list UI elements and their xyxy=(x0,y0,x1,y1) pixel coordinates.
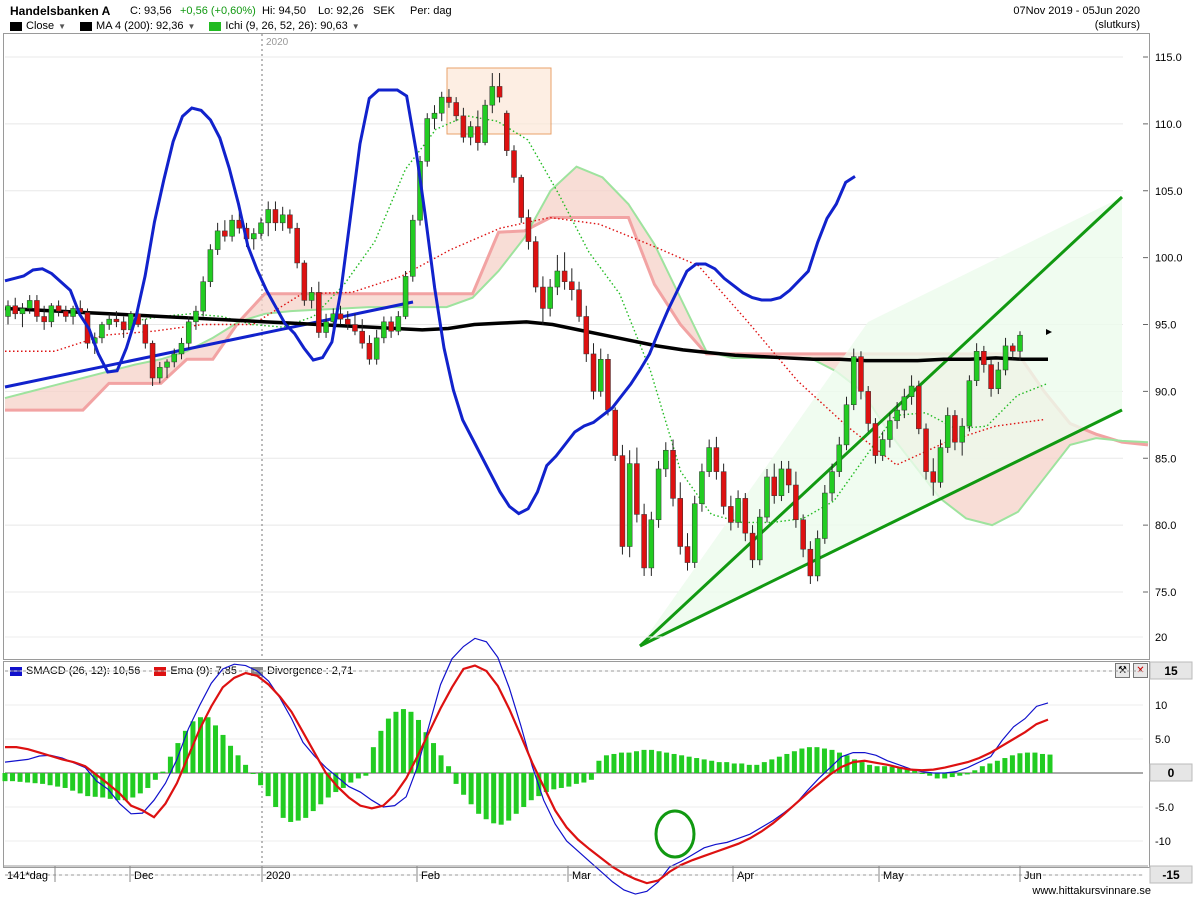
macd-badge-box xyxy=(1149,763,1193,782)
change-value: +0,56 (+0,60%) xyxy=(180,5,256,17)
main-legend: Close ▼ MA 4 (200): 92,36 ▼ Ichi (9, 26,… xyxy=(10,20,360,32)
macd-badge-label: 15 xyxy=(1164,664,1178,678)
macd-y-tick-label: 0 xyxy=(1155,768,1161,780)
macd-y-tick-label: 10 xyxy=(1155,700,1167,712)
macd-y-tick-label: 15 xyxy=(1155,666,1167,678)
legend-ma-swatch xyxy=(80,21,93,31)
y-tick-label: 85.0 xyxy=(1155,453,1176,465)
x-tick-label: Mar xyxy=(572,870,591,882)
macd-chart-frame xyxy=(3,661,1150,868)
close-value: C: 93,56 xyxy=(130,5,172,17)
y-tick-label: 95.0 xyxy=(1155,320,1176,332)
legend-ma-label: MA 4 (200): 92,36 xyxy=(96,20,184,32)
legend-ema-swatch xyxy=(154,666,167,676)
macd-legend: SMACD (26, 12): 10,56 Ema (9): 7,85 Dive… xyxy=(10,665,353,677)
legend-divergence-swatch xyxy=(250,666,263,676)
macd-badge-label: -15 xyxy=(1162,868,1180,882)
legend-ichi-swatch xyxy=(209,21,222,31)
legend-ichi-label: Ichi (9, 26, 52, 26): 90,63 xyxy=(225,20,348,32)
legend-divergence-label: Divergence : 2,71 xyxy=(266,665,354,677)
macd-y-tick-label: 5.0 xyxy=(1155,734,1170,746)
macd-y-tick-label: -10 xyxy=(1155,836,1171,848)
x-tick-label: May xyxy=(883,870,904,882)
x-tick-label: Dec xyxy=(134,870,154,882)
legend-close[interactable]: Close ▼ xyxy=(10,20,66,32)
chevron-down-icon[interactable]: ▼ xyxy=(187,21,196,31)
y-tick-label: 110.0 xyxy=(1155,119,1182,131)
macd-y-tick-label: -15 xyxy=(1155,870,1171,882)
currency-label: SEK xyxy=(373,5,396,17)
chevron-down-icon[interactable]: ▼ xyxy=(351,21,360,31)
macd-y-tick-label: -5.0 xyxy=(1155,802,1174,814)
x-tick-label: Apr xyxy=(737,870,754,882)
close-icon[interactable]: ✕ xyxy=(1133,663,1148,678)
wrench-icon[interactable]: ⚒ xyxy=(1115,663,1130,678)
legend-ema-label: Ema (9): 7,85 xyxy=(170,665,237,677)
footer-site[interactable]: www.hittakursvinnare.se xyxy=(1032,885,1151,897)
x-tick-label: Feb xyxy=(421,870,440,882)
y-tick-label: 75.0 xyxy=(1155,587,1176,599)
price-type: (slutkurs) xyxy=(1094,19,1140,31)
legend-smacd-label: SMACD (26, 12): 10,56 xyxy=(26,665,141,677)
legend-ma[interactable]: MA 4 (200): 92,36 ▼ xyxy=(80,20,195,32)
main-chart-frame xyxy=(3,33,1150,660)
y-tick-label: 90.0 xyxy=(1155,386,1176,398)
legend-smacd-swatch xyxy=(10,666,22,676)
legend-close-label: Close xyxy=(26,20,55,32)
y-tick-label: 115.0 xyxy=(1155,52,1182,64)
y-tick-label: 105.0 xyxy=(1155,186,1183,198)
period-label: Per: dag xyxy=(410,5,452,17)
legend-ichi[interactable]: Ichi (9, 26, 52, 26): 90,63 ▼ xyxy=(209,20,360,32)
y-tick-label: 80.0 xyxy=(1155,520,1176,532)
footer-period: 141*dag xyxy=(7,870,48,882)
high-value: Hi: 94,50 xyxy=(262,5,307,17)
chevron-down-icon[interactable]: ▼ xyxy=(58,21,67,31)
x-tick-label: Jun xyxy=(1024,870,1042,882)
ticker-name: Handelsbanken A xyxy=(10,4,111,18)
macd-badge-label: 0 xyxy=(1168,766,1175,780)
date-range: 07Nov 2019 - 05Jun 2020 xyxy=(1013,5,1140,17)
macd-y-tick-label: 20 xyxy=(1155,632,1167,644)
chart-header: Handelsbanken A C: 93,56 +0,56 (+0,60%) … xyxy=(0,0,1195,34)
legend-close-swatch xyxy=(10,21,22,31)
x-tick-label: 2020 xyxy=(266,870,290,882)
y-tick-label: 100.0 xyxy=(1155,253,1183,265)
low-value: Lo: 92,26 xyxy=(318,5,364,17)
macd-badge-box xyxy=(1149,661,1193,680)
macd-badge-box xyxy=(1149,865,1193,884)
